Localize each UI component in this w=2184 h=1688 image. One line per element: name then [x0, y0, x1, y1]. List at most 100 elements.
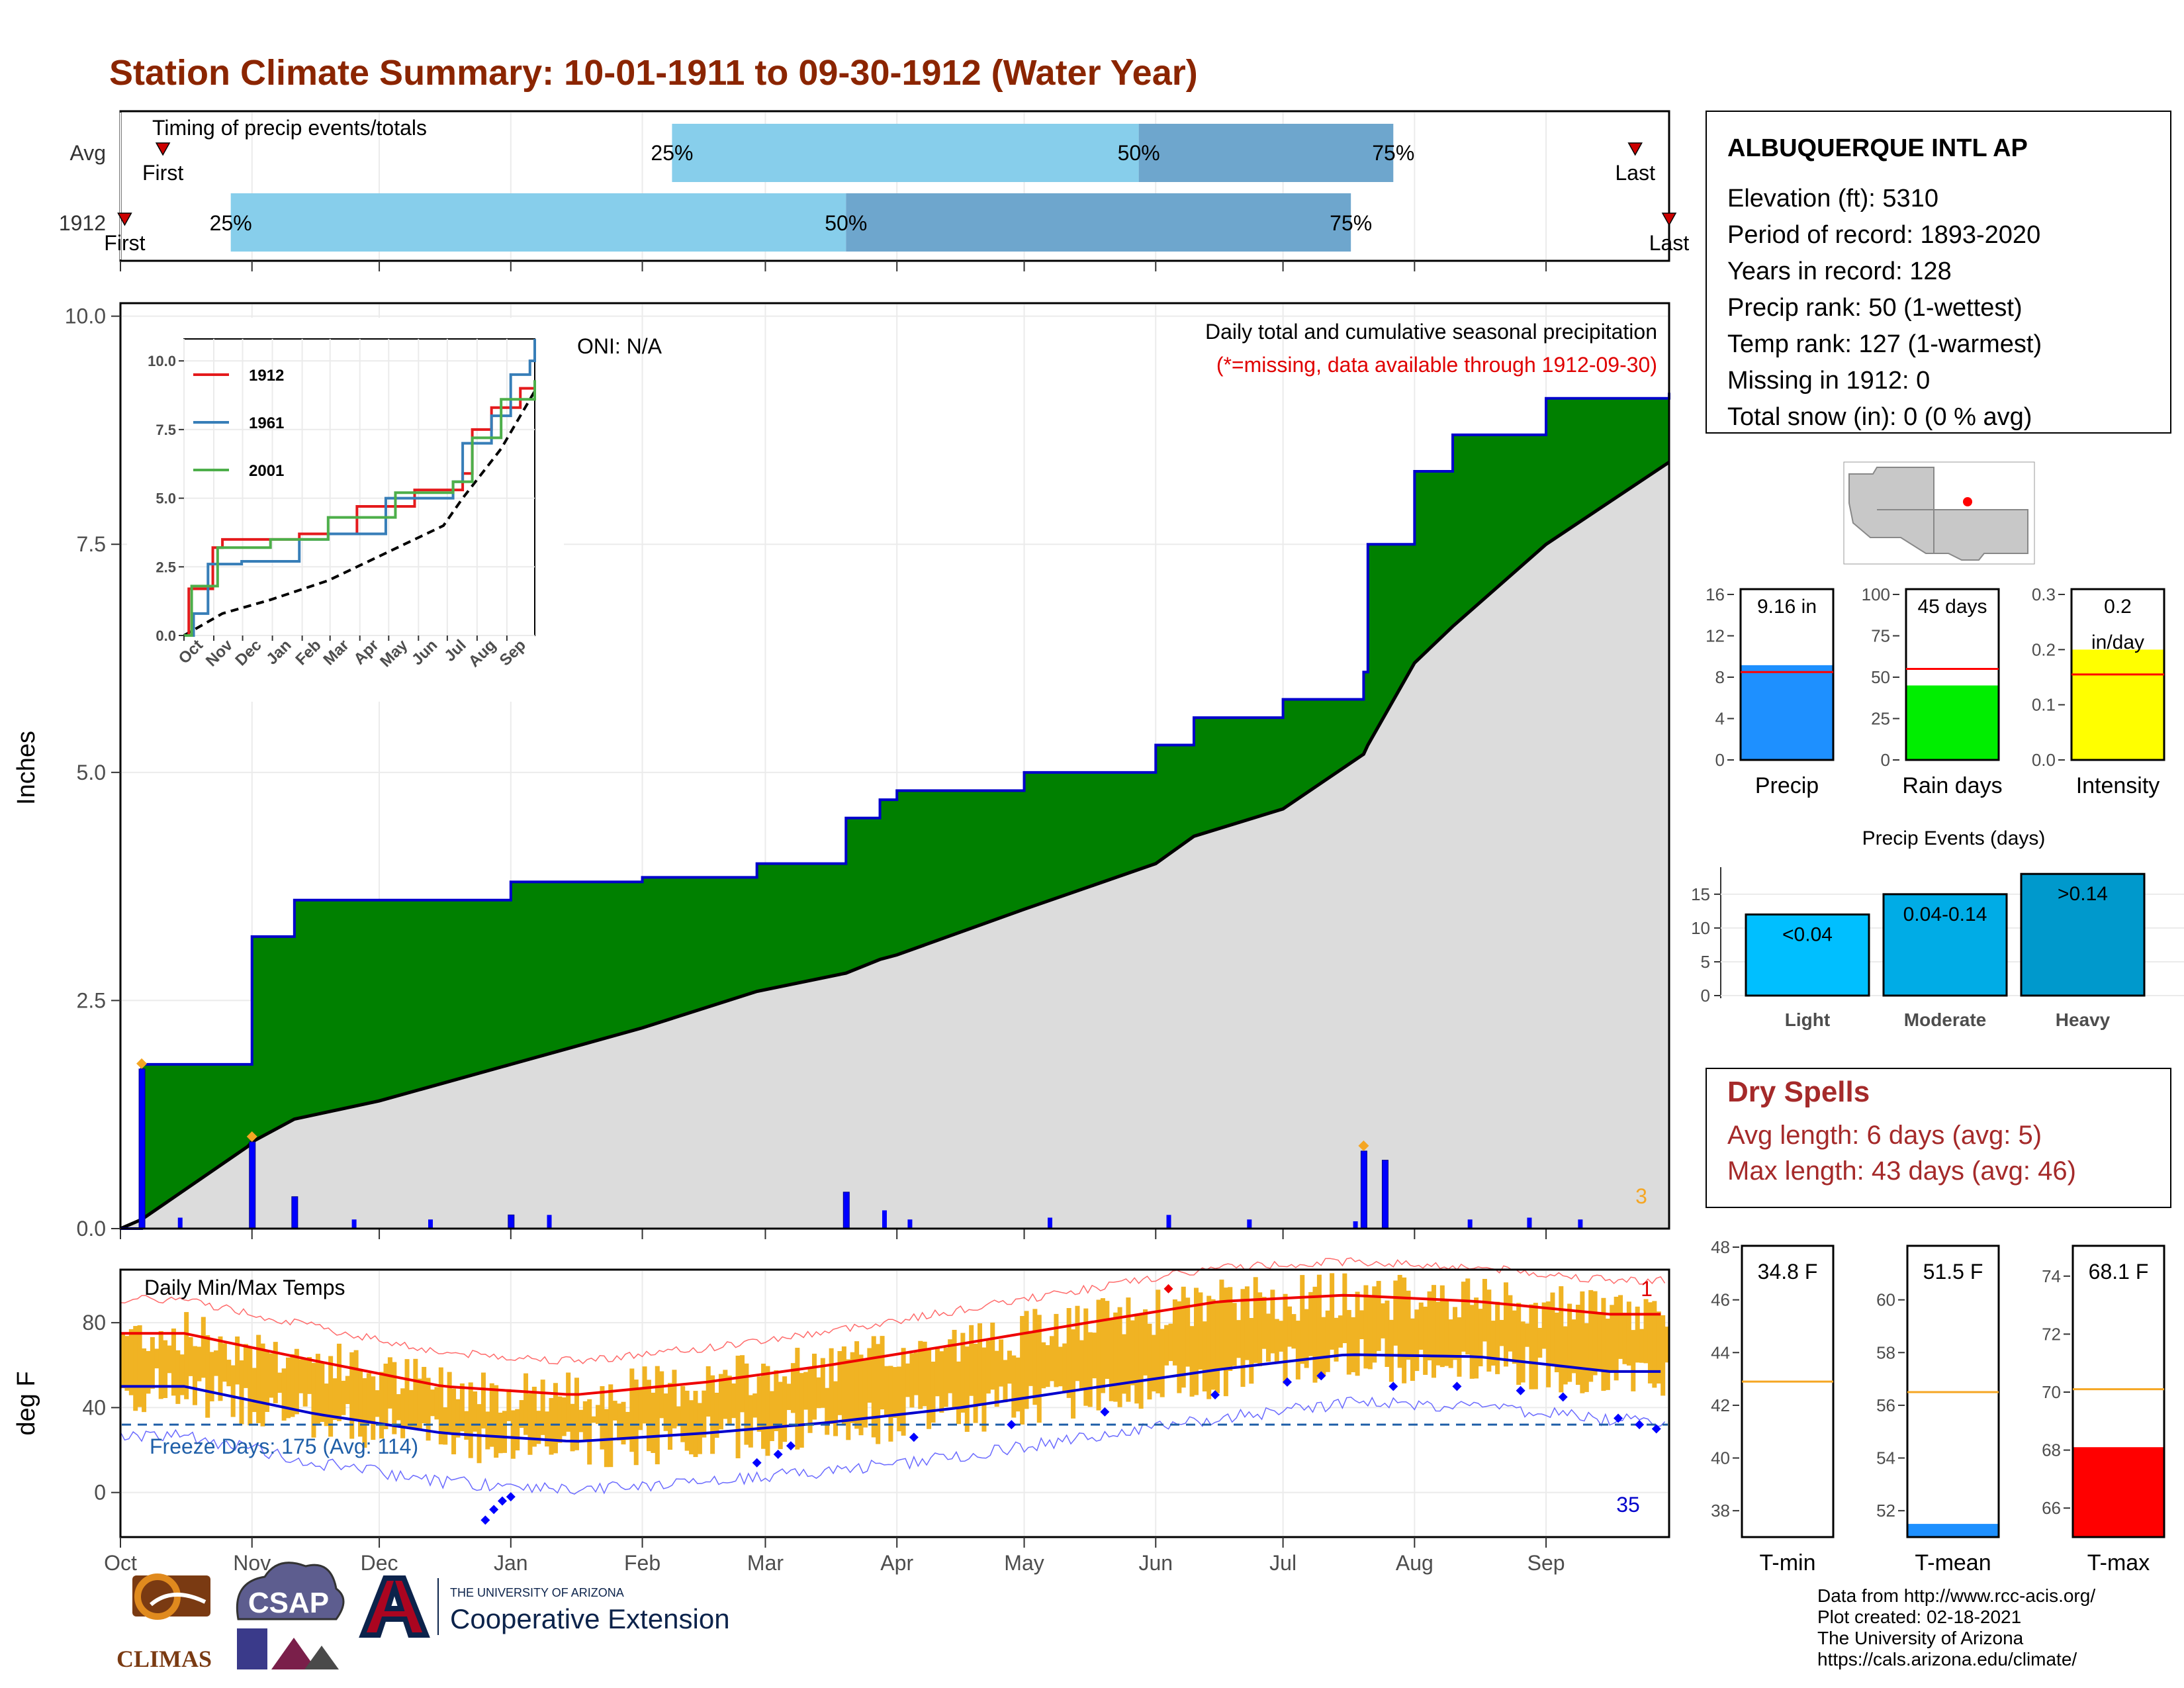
daily-temp-bar — [913, 1352, 919, 1395]
daily-temp-bar — [952, 1329, 957, 1409]
daily-temp-bar — [1563, 1326, 1568, 1385]
daily-temp-bar — [1295, 1321, 1300, 1380]
daily-temp-bar — [1024, 1311, 1029, 1409]
climas-logo-text: CLIMAS — [116, 1646, 212, 1672]
daily-temp-bar — [408, 1389, 414, 1429]
daily-temp-bar — [858, 1354, 864, 1436]
daily-temp-bar — [1444, 1300, 1449, 1366]
daily-temp-bar — [260, 1343, 265, 1427]
page-title: Station Climate Summary: 10-01-1911 to 0… — [109, 53, 1198, 93]
daily-temp-bar — [1575, 1305, 1580, 1385]
temp-stat-tick-label: 46 — [1711, 1290, 1730, 1310]
daily-temp-bar — [137, 1325, 142, 1407]
daily-temp-bar — [922, 1341, 927, 1407]
precip-y-axis-label: Inches — [13, 731, 40, 805]
daily-temp-bar — [1206, 1295, 1212, 1399]
daily-temp-bar — [1622, 1313, 1627, 1364]
record-low-marker — [1614, 1413, 1623, 1423]
daily-temp-bar — [1198, 1292, 1203, 1370]
daily-temp-bar — [1185, 1297, 1191, 1367]
daily-temp-bar — [171, 1328, 176, 1396]
daily-temp-bar — [1075, 1305, 1080, 1382]
stat-bar-Rain days — [1906, 685, 1999, 760]
events-category-Heavy: Heavy — [2056, 1009, 2111, 1030]
daily-temp-bar — [1232, 1303, 1237, 1366]
daily-temp-bar — [1490, 1321, 1496, 1366]
daily-temp-bar — [464, 1411, 469, 1440]
inset-legend-label-1961: 1961 — [249, 414, 284, 432]
inset-series-line-1961 — [184, 339, 536, 637]
daily-temp-bar — [1028, 1331, 1033, 1386]
daily-temp-bar — [473, 1391, 478, 1432]
daily-temp-bar — [931, 1361, 936, 1423]
daily-temp-bar — [480, 1372, 486, 1429]
daily-temp-bar — [459, 1383, 465, 1432]
daily-temp-bar — [765, 1366, 770, 1456]
events-category-Light: Light — [1785, 1009, 1830, 1030]
inset-tick-label-y: 10.0 — [148, 353, 176, 369]
timing-last-label: Last — [1649, 231, 1690, 255]
events-tick-label: 5 — [1701, 952, 1710, 972]
daily-temp-bar — [1168, 1323, 1173, 1362]
daily-temp-bar — [909, 1353, 915, 1408]
record-low-marker — [1100, 1407, 1110, 1417]
stat-bar-value-unit: in/day — [2091, 632, 2144, 653]
events-bar-Heavy — [2020, 872, 2146, 997]
stat-bar-label-Precip: Precip — [1755, 773, 1819, 798]
daily-temp-bar — [596, 1405, 601, 1425]
daily-temp-bar — [663, 1393, 668, 1431]
daily-temp-bar — [1215, 1303, 1220, 1393]
credit-line-1: Data from http://www.rcc-acis.org/ — [1817, 1585, 2095, 1606]
daily-temp-bar — [1537, 1328, 1543, 1358]
record-low-marker — [786, 1441, 796, 1451]
daily-temp-bar — [557, 1396, 563, 1443]
daily-temp-bar — [1495, 1301, 1500, 1374]
stat-tick-label: 100 — [1862, 585, 1890, 604]
daily-temp-bar — [578, 1409, 584, 1432]
daily-temp-bar — [353, 1350, 359, 1421]
temp-stat-tick-label: 68 — [2042, 1440, 2061, 1460]
csap-logo[interactable]: CSAP — [236, 1562, 345, 1669]
ua-logo[interactable]: THE UNIVERSITY OF ARIZONA Cooperative Ex… — [359, 1575, 730, 1638]
climas-logo[interactable]: CLIMAS — [116, 1573, 212, 1672]
daily-temp-bar — [124, 1336, 130, 1391]
daily-temp-bar — [1189, 1326, 1195, 1397]
daily-temp-bar — [672, 1370, 677, 1429]
stat-tick-label: 50 — [1871, 667, 1890, 687]
daily-temp-bar — [222, 1343, 227, 1382]
daily-temp-bar — [1482, 1279, 1487, 1342]
record-low-marker — [1452, 1382, 1462, 1391]
daily-temp-bar — [1210, 1299, 1216, 1390]
daily-temp-bar — [1567, 1303, 1572, 1382]
daily-temp-bar — [1325, 1310, 1330, 1372]
record-low-marker — [773, 1449, 783, 1459]
daily-temp-bar — [1121, 1334, 1126, 1394]
daily-temp-bar — [1330, 1273, 1335, 1350]
daily-temp-bar — [515, 1409, 520, 1451]
daily-temp-bar — [1050, 1336, 1055, 1382]
daily-temp-bar — [502, 1411, 507, 1453]
daily-temp-bar — [311, 1362, 316, 1438]
daily-temp-bar — [1338, 1315, 1343, 1348]
daily-precip-bar — [249, 1141, 256, 1229]
stat-bar-frame — [1739, 588, 1835, 761]
daily-precip-bar — [1166, 1215, 1171, 1229]
temp-stat-value-label: 34.8 F — [1758, 1260, 1818, 1284]
stat-tick-label: 0 — [1715, 750, 1725, 770]
temp-stat-bar-T-mean — [1907, 1524, 1999, 1537]
precip-average-area — [120, 462, 1669, 1229]
daily-temp-bar — [752, 1393, 758, 1418]
daily-temp-bar — [1381, 1303, 1386, 1338]
daily-temp-bar — [625, 1411, 630, 1440]
cold-count: 35 — [1616, 1493, 1640, 1517]
daily-precip-bar — [842, 1192, 850, 1229]
daily-temp-bar — [320, 1361, 325, 1422]
daily-temp-bar — [1402, 1277, 1407, 1383]
daily-precip-marker — [136, 1058, 148, 1069]
daily-temp-bar — [561, 1397, 567, 1436]
daily-temp-bar — [1584, 1323, 1589, 1392]
daily-temp-bar — [387, 1357, 392, 1409]
daily-temp-bar — [362, 1378, 367, 1448]
month-label-Nov: Nov — [233, 1551, 271, 1575]
daily-temp-bar — [192, 1346, 197, 1405]
